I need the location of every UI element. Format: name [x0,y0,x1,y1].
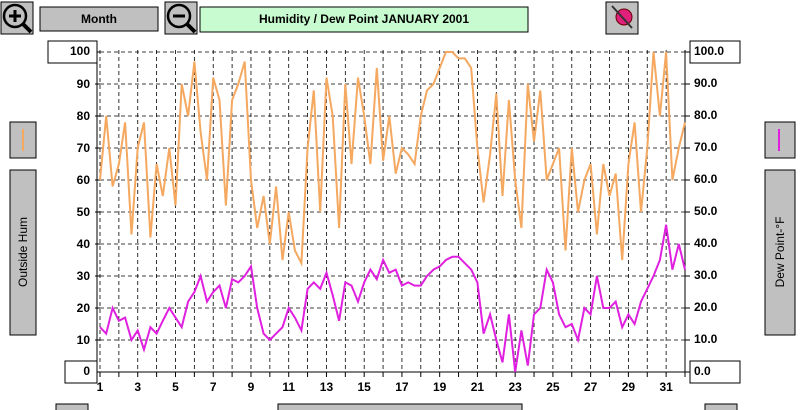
y-tick-label: 20 [77,301,91,315]
x-tick-label: 7 [210,380,217,394]
zoom-out-button[interactable] [164,1,198,35]
y2-tick-label: 70.0 [694,140,718,154]
x-tick-label: 13 [320,380,334,394]
left-axis-button[interactable] [9,169,37,336]
title-box [199,6,529,33]
data-line [99,51,686,267]
y-tick-box [64,360,98,384]
scroll-right[interactable] [704,403,738,410]
y-tick-label: 70 [77,141,91,155]
period-label: Month [81,12,117,26]
y-tick-label: 60 [77,173,91,187]
x-tick-label: 17 [395,380,409,394]
x-tick-label: 11 [282,380,295,394]
zoom-in-button[interactable] [0,1,34,35]
x-tick-label: 19 [433,380,447,394]
x-tick-label: 29 [622,380,636,394]
x-tick-label: 23 [508,380,522,394]
chart-title: Humidity / Dew Point JANUARY 2001 [259,12,469,26]
y-tick-label: 40 [77,237,91,251]
x-tick-label: 15 [358,380,372,394]
plot-area: 1 3 5 7 9 11 13 15 17 19 21 23 25 27 29 310102030405060… [47,40,741,394]
y2-tick-box [689,40,741,64]
x-tick-label: 3 [134,380,141,394]
data-line [99,224,686,373]
settings-button[interactable] [605,1,639,35]
x-tick-label: 1 [97,380,104,394]
x-tick-label: 27 [584,380,598,394]
y2-tick-label: 60.0 [694,172,718,186]
right-axis-label: Dew Point-°F [773,217,787,288]
y-tick-label: 100 [70,44,90,58]
y-tick-label: 50 [77,205,91,219]
y-tick-label: 30 [77,269,91,283]
left-axis-label: Outside Hum [16,217,30,287]
scroll-left[interactable] [55,403,89,410]
x-tick-label: 9 [248,380,255,394]
y2-tick-label: 40.0 [694,236,718,250]
x-tick-label: 31 [659,380,673,394]
y2-tick-label: 30.0 [694,268,718,282]
y2-tick-label: 80.0 [694,108,718,122]
y2-tick-label: 100.0 [694,44,724,58]
y2-tick-label: 20.0 [694,300,718,314]
y-tick-label: 0 [83,364,90,378]
y2-tick-label: 90.0 [694,76,718,90]
y-tick-label: 90 [77,77,91,91]
y2-tick-label: 0.0 [694,364,711,378]
scroll-thumb[interactable] [277,403,523,410]
x-tick-label: 5 [172,380,179,394]
y2-tick-label: 10.0 [694,332,718,346]
y-tick-label: 10 [77,333,91,347]
right-axis-button[interactable] [764,169,796,336]
x-tick-label: 25 [546,380,560,394]
period-button[interactable]: Month [39,6,159,32]
y2-tick-label: 50.0 [694,204,718,218]
y-tick-label: 80 [77,109,91,123]
x-tick-label: 21 [471,380,485,394]
y2-tick-box [689,360,741,384]
